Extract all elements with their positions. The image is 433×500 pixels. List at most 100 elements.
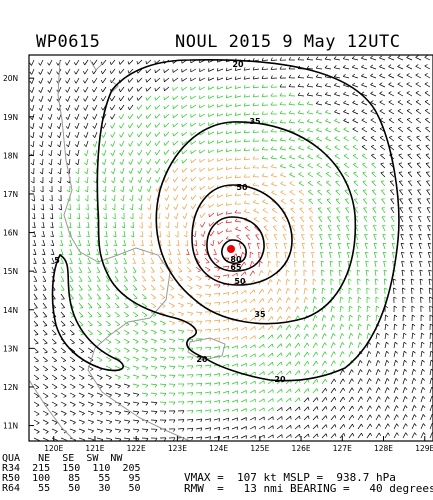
wind-barb-shaft [114,356,121,360]
wind-barb-shaft [213,426,220,430]
wind-barb-feather [136,402,140,406]
wind-barb-feather [405,405,408,409]
wind-barb-shaft [418,234,422,241]
wind-barb-feather [146,170,149,174]
wind-barb-shaft [168,365,176,367]
wind-barb-shaft [195,365,203,367]
wind-barb-shaft [261,158,269,160]
wind-barb-shaft [138,131,143,138]
wind-barb-feather [81,368,85,371]
wind-barb-feather [47,89,50,93]
wind-barb-shaft [321,415,327,421]
wind-barb-shaft [391,225,395,232]
wind-barb-feather [200,374,203,378]
wind-barb-shaft [235,228,242,232]
wind-barb-feather [82,61,86,66]
wind-barb-shaft [370,110,377,115]
wind-barb-shaft [334,85,341,88]
wind-barb-shaft [76,131,80,138]
wind-barb-feather [244,225,249,229]
wind-barb-feather [375,287,379,290]
wind-barb-feather [200,383,203,387]
wind-barb-feather [89,333,93,336]
wind-barb-feather [261,138,264,142]
wind-barb-shaft [312,315,316,322]
wind-barb-shaft [155,122,161,128]
wind-barb-feather [307,180,312,183]
wind-barb-shaft [420,351,423,358]
wind-barb-shaft [105,419,112,422]
wind-barb-shaft [217,77,224,81]
wind-barb-shaft [370,66,377,70]
wind-barb-shaft [243,158,251,160]
wind-barb-shaft [238,243,242,250]
wind-barb-shaft [51,383,58,388]
wind-barb-shaft [195,275,202,280]
wind-barb-feather [304,287,308,291]
wind-barb-feather [324,369,328,373]
wind-barb-feather [358,305,362,309]
wind-barb-shaft [123,230,126,237]
wind-barb-feather [316,127,320,131]
wind-barb-shaft [190,131,197,136]
wind-barb-shaft [105,383,112,387]
wind-barb-feather [302,251,306,254]
wind-barb-shaft [390,216,395,223]
wind-barb-shaft [155,86,161,92]
wind-barb-feather [227,436,230,440]
wind-barb-shaft [330,405,335,412]
r50-nw: 95 [128,473,141,484]
wind-barb-shaft [258,353,265,358]
wind-barb-feather [361,82,365,86]
wind-barb-shaft [411,432,415,439]
wind-barb-shaft [352,102,359,106]
wind-barb-feather [172,114,174,118]
wind-barb-feather [396,396,399,400]
wind-barb-shaft [429,341,431,349]
wind-barb-feather [386,369,390,372]
wind-barb-feather [288,92,292,96]
wind-barb-shaft [411,414,415,421]
wind-barb-feather [190,321,194,325]
wind-barb-feather [111,208,116,211]
wind-barb-shaft [240,252,243,259]
wind-barb-shaft [256,243,260,250]
wind-barb-feather [408,171,412,173]
wind-barb-shaft [357,405,362,412]
wind-barb-shaft [348,315,351,322]
wind-barb-shaft [258,270,262,277]
wind-barb-shaft [141,293,147,299]
wind-barb-shaft [408,189,413,196]
wind-barb-feather [261,182,265,185]
wind-barb-shaft [231,336,238,340]
wind-barb-feather [397,64,401,67]
wind-barb-shaft [164,140,170,146]
wind-barb-shaft [244,122,251,125]
wind-barb-feather [103,226,107,229]
wind-barb-feather [181,178,184,182]
wind-barb-feather [172,366,176,370]
wind-barb-feather [172,340,176,343]
wind-barb-feather [243,94,246,98]
wind-barb-feather [271,334,274,338]
wind-barb-feather [134,306,138,309]
wind-barb-feather [190,205,193,210]
wind-barb-feather [290,198,294,201]
wind-barb-shaft [321,378,326,385]
wind-barb-feather [304,278,308,282]
wind-barb-shaft [321,360,326,367]
wind-barb-shaft [96,392,103,396]
wind-barb-shaft [379,110,386,115]
wind-barb-shaft [102,68,107,75]
wind-barb-feather [65,89,68,93]
wind-barb-shaft [190,113,197,118]
wind-barb-shaft [307,173,314,178]
wind-barb-feather [298,172,302,175]
wind-barb-feather [343,153,348,157]
wind-barb-shaft [60,437,67,441]
wind-barb-feather [84,180,88,184]
wind-barb-shaft [190,77,197,82]
wind-barb-shaft [84,68,89,75]
wind-barb-shaft [370,146,377,151]
wind-barb-shaft [307,138,314,142]
